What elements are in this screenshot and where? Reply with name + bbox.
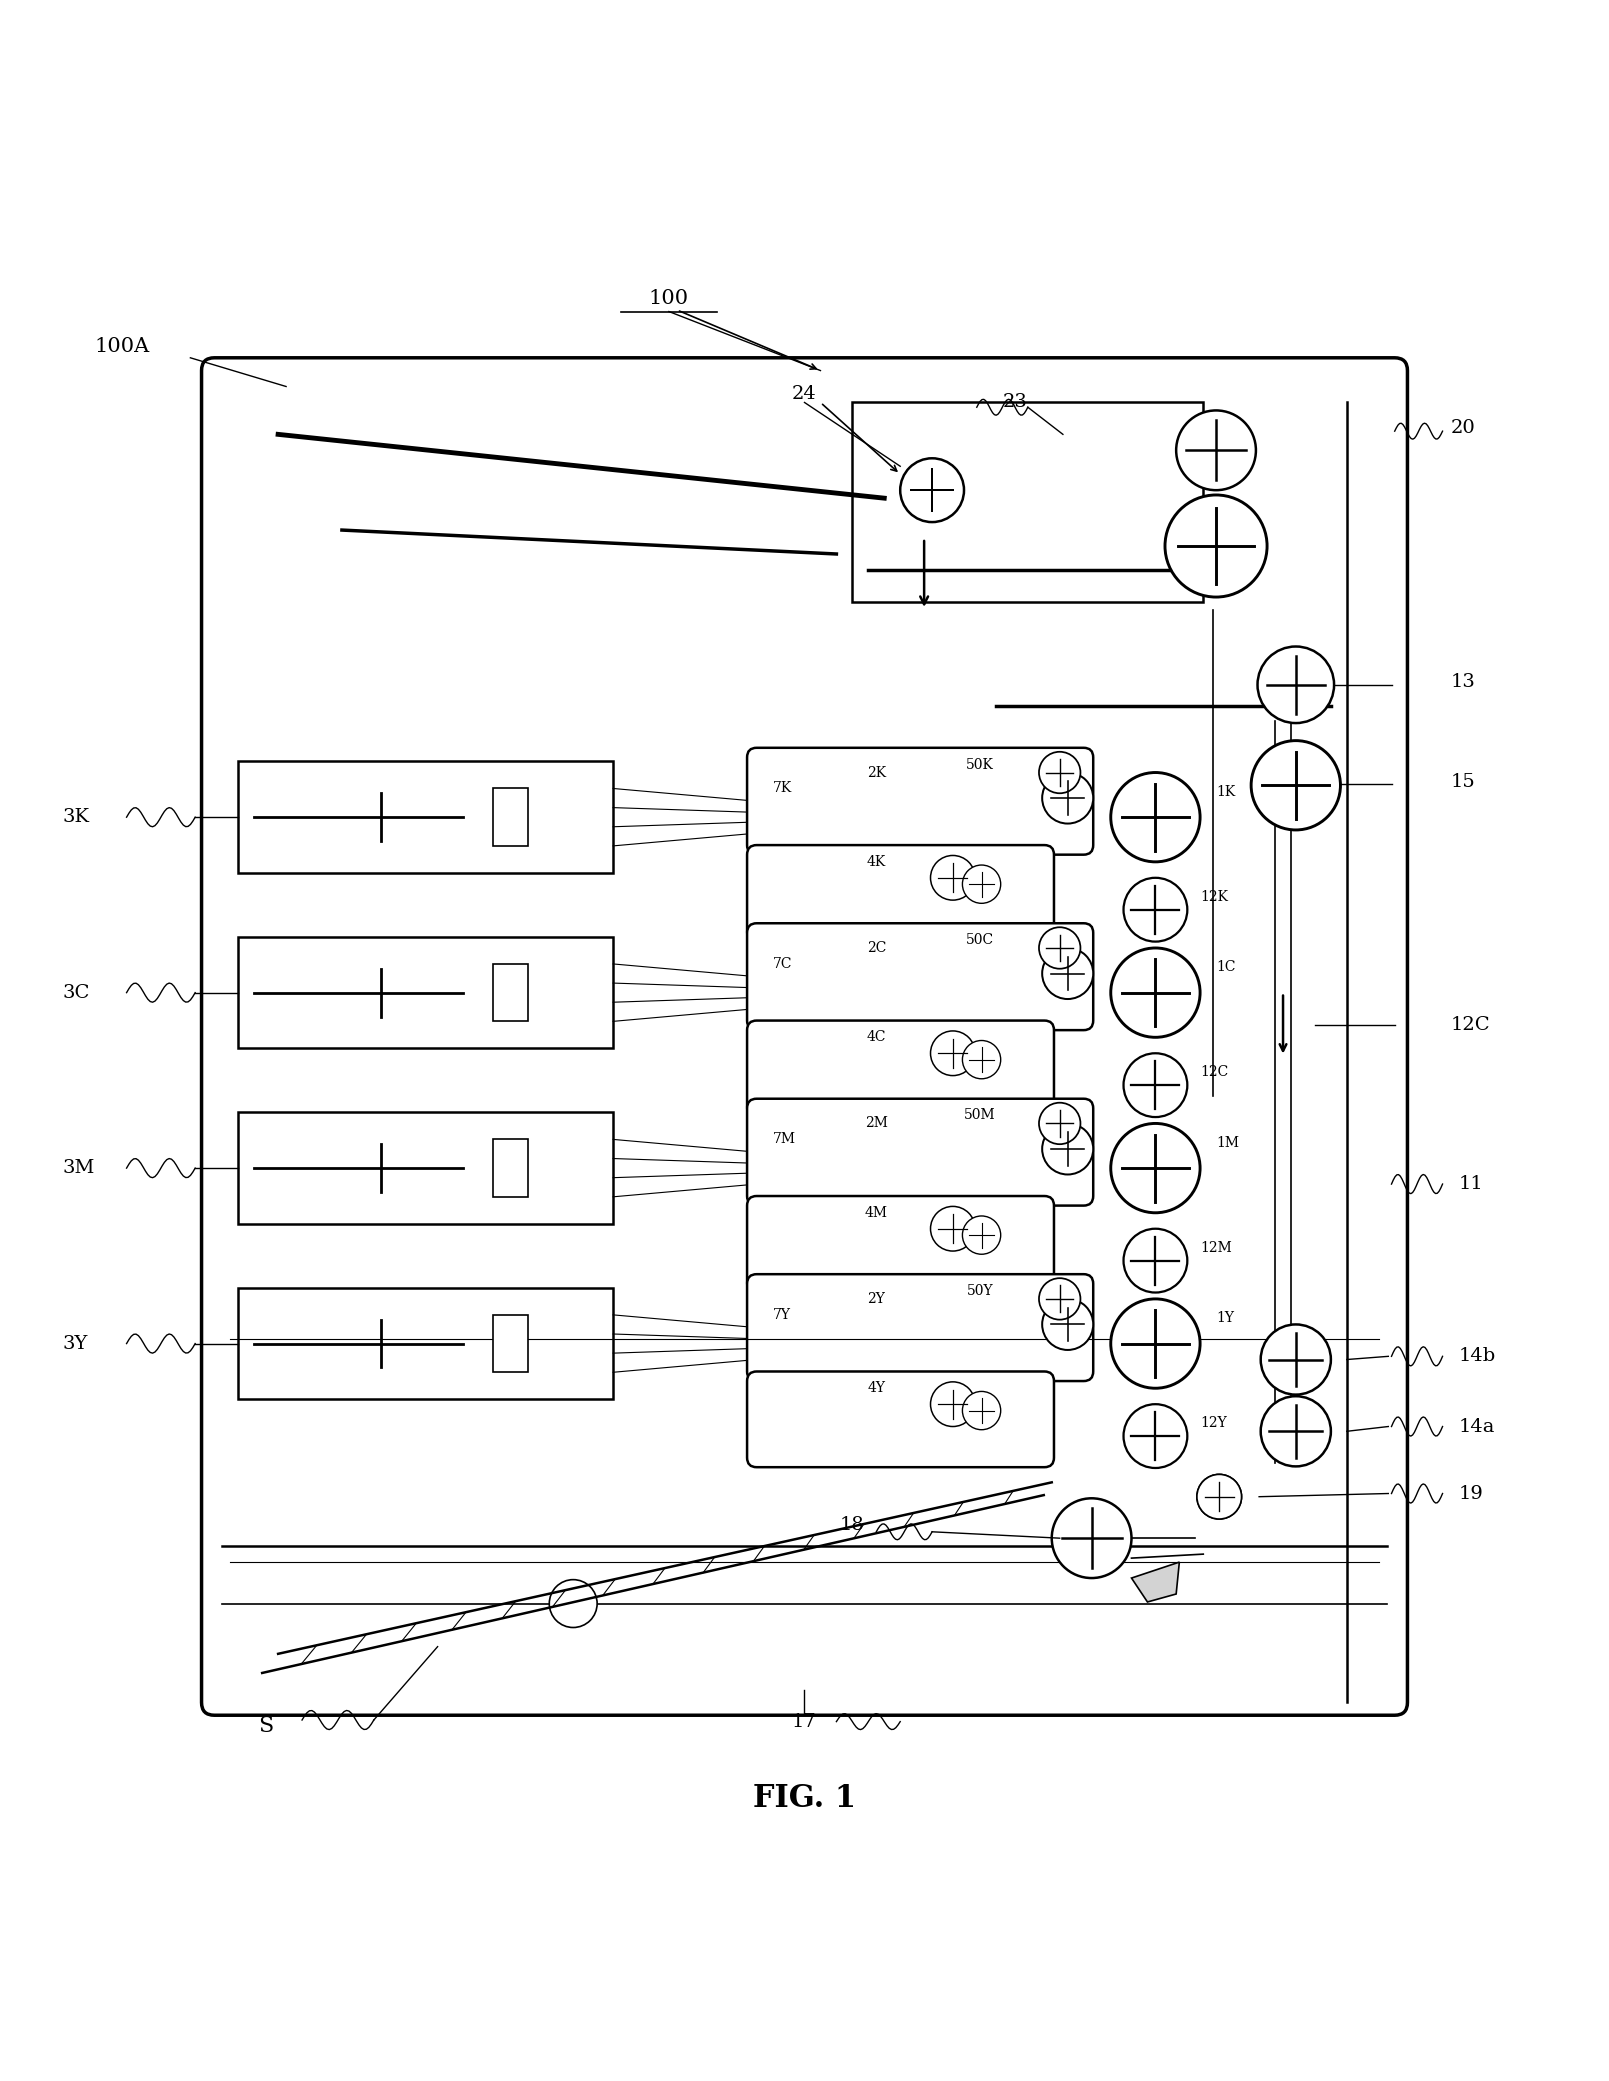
Circle shape [930,1382,975,1425]
Circle shape [1258,647,1334,722]
Text: 12K: 12K [1200,891,1228,903]
Text: 2K: 2K [867,766,887,780]
Text: 7M: 7M [772,1132,795,1147]
Circle shape [962,866,1001,903]
Text: 7C: 7C [772,957,792,972]
Circle shape [1110,1124,1200,1213]
Circle shape [1123,1228,1187,1292]
Text: 1M: 1M [1216,1136,1239,1149]
Text: FIG. 1: FIG. 1 [753,1783,856,1815]
Circle shape [899,458,964,522]
Text: 1K: 1K [1216,785,1236,799]
FancyBboxPatch shape [747,1020,1054,1115]
Text: 4C: 4C [867,1030,887,1045]
Circle shape [1261,1396,1331,1467]
Circle shape [1043,1124,1093,1174]
Text: 14a: 14a [1458,1417,1495,1436]
Circle shape [930,1207,975,1251]
FancyBboxPatch shape [747,1099,1093,1205]
Text: 19: 19 [1458,1484,1483,1502]
Text: 12Y: 12Y [1200,1417,1226,1430]
Text: 23: 23 [1002,393,1028,412]
FancyBboxPatch shape [747,1197,1054,1292]
Text: 3Y: 3Y [63,1334,88,1353]
Text: 4M: 4M [864,1205,888,1219]
Circle shape [1039,1278,1081,1319]
Text: 100: 100 [648,289,689,308]
Text: 13: 13 [1451,672,1475,691]
Text: 7K: 7K [772,782,792,795]
Text: 24: 24 [792,385,817,404]
Text: 12M: 12M [1200,1240,1232,1255]
Text: 50Y: 50Y [967,1284,993,1299]
Circle shape [1043,949,1093,999]
Circle shape [930,1030,975,1076]
Bar [238,1111,613,1224]
Circle shape [1039,1103,1081,1145]
Circle shape [1043,772,1093,824]
Text: 2Y: 2Y [867,1292,885,1307]
Text: 11: 11 [1458,1176,1483,1192]
FancyBboxPatch shape [747,1371,1054,1467]
Circle shape [1039,751,1081,793]
Text: S: S [257,1715,274,1738]
Text: 50C: 50C [965,932,994,947]
Circle shape [1110,772,1200,862]
Text: 14b: 14b [1458,1346,1496,1365]
Circle shape [1123,1053,1187,1117]
Circle shape [930,855,975,901]
Circle shape [1176,410,1257,491]
Bar [492,1315,528,1371]
Circle shape [1043,1299,1093,1351]
Polygon shape [1131,1563,1179,1602]
Bar [492,789,528,845]
Text: 20: 20 [1451,418,1475,437]
Text: 100A: 100A [95,337,150,356]
Bar [238,1288,613,1398]
Circle shape [1252,741,1340,830]
Text: 2M: 2M [866,1115,888,1130]
Bar [492,1140,528,1197]
Text: 12C: 12C [1451,1016,1490,1034]
Circle shape [1123,1405,1187,1467]
Bar [853,402,1204,601]
Bar [492,964,528,1022]
Circle shape [1261,1324,1331,1394]
Text: 1Y: 1Y [1216,1311,1234,1326]
Text: 1C: 1C [1216,959,1236,974]
Circle shape [1165,495,1266,597]
Circle shape [1197,1473,1242,1519]
Circle shape [1039,928,1081,970]
Circle shape [1110,949,1200,1036]
FancyBboxPatch shape [201,358,1408,1715]
Circle shape [962,1215,1001,1255]
Text: 3C: 3C [63,984,90,1001]
Text: 4Y: 4Y [867,1382,885,1394]
Text: 50K: 50K [965,757,994,772]
Circle shape [549,1579,597,1627]
Text: 7Y: 7Y [772,1307,790,1321]
Circle shape [1052,1498,1131,1577]
Bar [238,936,613,1049]
Circle shape [962,1392,1001,1430]
Text: 3K: 3K [63,807,90,826]
Text: 18: 18 [840,1517,864,1534]
Text: 3M: 3M [63,1159,95,1178]
Text: 17: 17 [792,1713,817,1731]
FancyBboxPatch shape [747,845,1054,941]
Circle shape [962,1040,1001,1078]
Circle shape [1110,1299,1200,1388]
FancyBboxPatch shape [747,747,1093,855]
Text: 50M: 50M [964,1109,996,1122]
Text: 15: 15 [1451,774,1475,791]
FancyBboxPatch shape [747,1274,1093,1382]
Text: 12C: 12C [1200,1065,1228,1080]
Circle shape [1197,1473,1242,1519]
Text: 2C: 2C [867,941,887,955]
FancyBboxPatch shape [747,924,1093,1030]
Circle shape [1123,878,1187,941]
Text: 4K: 4K [867,855,887,870]
Bar [238,762,613,874]
